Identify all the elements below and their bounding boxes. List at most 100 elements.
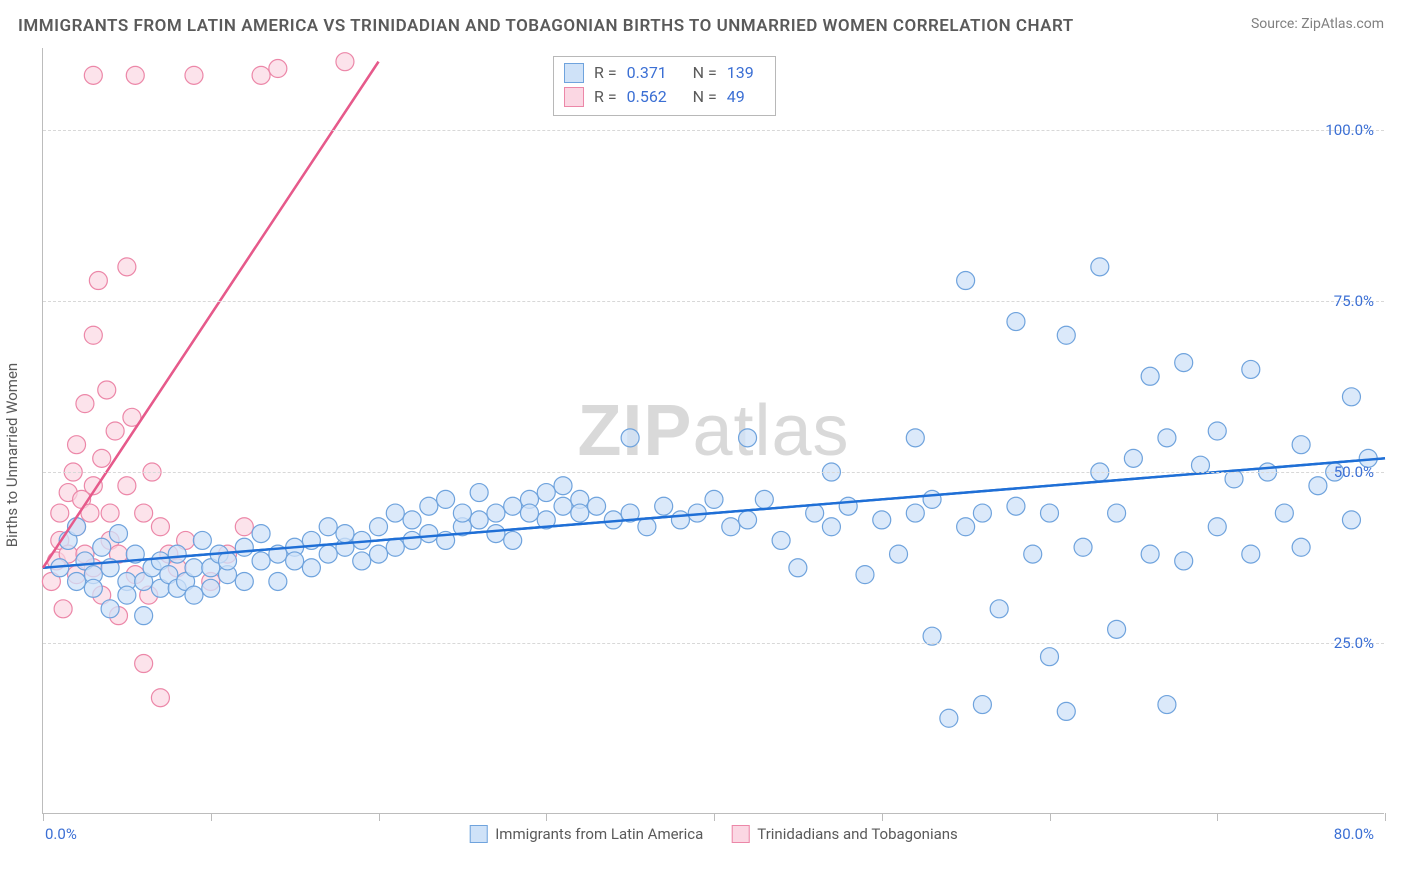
gridline-h (43, 301, 1384, 302)
scatter-point (1091, 258, 1109, 276)
gridline-h (43, 643, 1384, 644)
scatter-point (1057, 702, 1075, 720)
scatter-point (1158, 429, 1176, 447)
scatter-point (51, 504, 69, 522)
scatter-point (890, 545, 908, 563)
scatter-point (588, 497, 606, 515)
scatter-point (1342, 388, 1360, 406)
scatter-point (68, 572, 86, 590)
legend-bottom: Immigrants from Latin America Trinidadian… (469, 825, 958, 843)
scatter-point (1141, 545, 1159, 563)
scatter-point (1108, 620, 1126, 638)
scatter-point (1275, 504, 1293, 522)
chart-svg (43, 48, 1384, 813)
scatter-point (1175, 354, 1193, 372)
scatter-point (739, 429, 757, 447)
scatter-point (990, 600, 1008, 618)
scatter-point (84, 326, 102, 344)
scatter-point (1041, 504, 1059, 522)
scatter-point (101, 504, 119, 522)
legend-item: Trinidadians and Tobagonians (731, 825, 957, 843)
scatter-point (621, 429, 639, 447)
legend-swatch (564, 87, 584, 107)
scatter-point (403, 511, 421, 529)
scatter-point (1309, 477, 1327, 495)
scatter-point (353, 552, 371, 570)
scatter-point (420, 525, 438, 543)
scatter-point (336, 53, 354, 71)
scatter-point (705, 490, 723, 508)
scatter-point (1074, 538, 1092, 556)
scatter-point (185, 66, 203, 84)
x-axis-max-label: 80.0% (1334, 825, 1374, 843)
scatter-point (151, 518, 169, 536)
chart-title: IMMIGRANTS FROM LATIN AMERICA VS TRINIDA… (18, 16, 1074, 36)
x-tick (43, 813, 44, 821)
scatter-point (806, 504, 824, 522)
stat-r-label: R = (594, 61, 617, 85)
y-axis-label: Births to Unmarried Women (3, 363, 21, 547)
scatter-point (101, 600, 119, 618)
x-axis-min-label: 0.0% (45, 825, 77, 843)
scatter-point (739, 511, 757, 529)
scatter-point (403, 531, 421, 549)
stats-row: R =0.371N =139 (564, 61, 763, 85)
y-tick-label: 50.0% (1334, 463, 1374, 481)
scatter-point (252, 66, 270, 84)
scatter-point (319, 518, 337, 536)
scatter-point (470, 484, 488, 502)
legend-label: Immigrants from Latin America (495, 825, 703, 843)
scatter-point (235, 538, 253, 556)
scatter-point (386, 538, 404, 556)
scatter-point (1242, 545, 1260, 563)
scatter-point (193, 531, 211, 549)
scatter-point (118, 586, 136, 604)
stat-n-label: N = (693, 85, 717, 109)
scatter-point (973, 696, 991, 714)
scatter-point (84, 579, 102, 597)
x-tick (714, 813, 715, 821)
scatter-point (789, 559, 807, 577)
scatter-point (168, 545, 186, 563)
scatter-point (554, 497, 572, 515)
x-tick (1217, 813, 1218, 821)
scatter-point (520, 504, 538, 522)
scatter-point (957, 518, 975, 536)
scatter-point (1024, 545, 1042, 563)
scatter-point (655, 497, 673, 515)
scatter-point (84, 66, 102, 84)
scatter-point (68, 436, 86, 454)
scatter-point (722, 518, 740, 536)
scatter-point (1242, 360, 1260, 378)
scatter-point (755, 490, 773, 508)
legend-swatch (731, 825, 749, 843)
scatter-point (940, 709, 958, 727)
scatter-point (571, 504, 589, 522)
source-label: Source: ZipAtlas.com (1251, 16, 1384, 32)
scatter-point (554, 477, 572, 495)
x-tick (1050, 813, 1051, 821)
scatter-point (98, 381, 116, 399)
scatter-point (1057, 326, 1075, 344)
scatter-point (453, 504, 471, 522)
x-tick (882, 813, 883, 821)
scatter-point (1208, 518, 1226, 536)
scatter-point (185, 559, 203, 577)
scatter-point (286, 552, 304, 570)
scatter-point (89, 272, 107, 290)
scatter-point (1007, 313, 1025, 331)
scatter-point (537, 484, 555, 502)
y-tick-label: 100.0% (1325, 121, 1374, 139)
scatter-point (135, 607, 153, 625)
scatter-point (219, 552, 237, 570)
scatter-point (135, 655, 153, 673)
stat-r-value: 0.371 (627, 61, 683, 85)
legend-item: Immigrants from Latin America (469, 825, 703, 843)
scatter-point (856, 566, 874, 584)
scatter-point (118, 477, 136, 495)
x-tick (546, 813, 547, 821)
scatter-point (1175, 552, 1193, 570)
scatter-point (302, 559, 320, 577)
scatter-point (269, 60, 287, 78)
scatter-point (1292, 436, 1310, 454)
